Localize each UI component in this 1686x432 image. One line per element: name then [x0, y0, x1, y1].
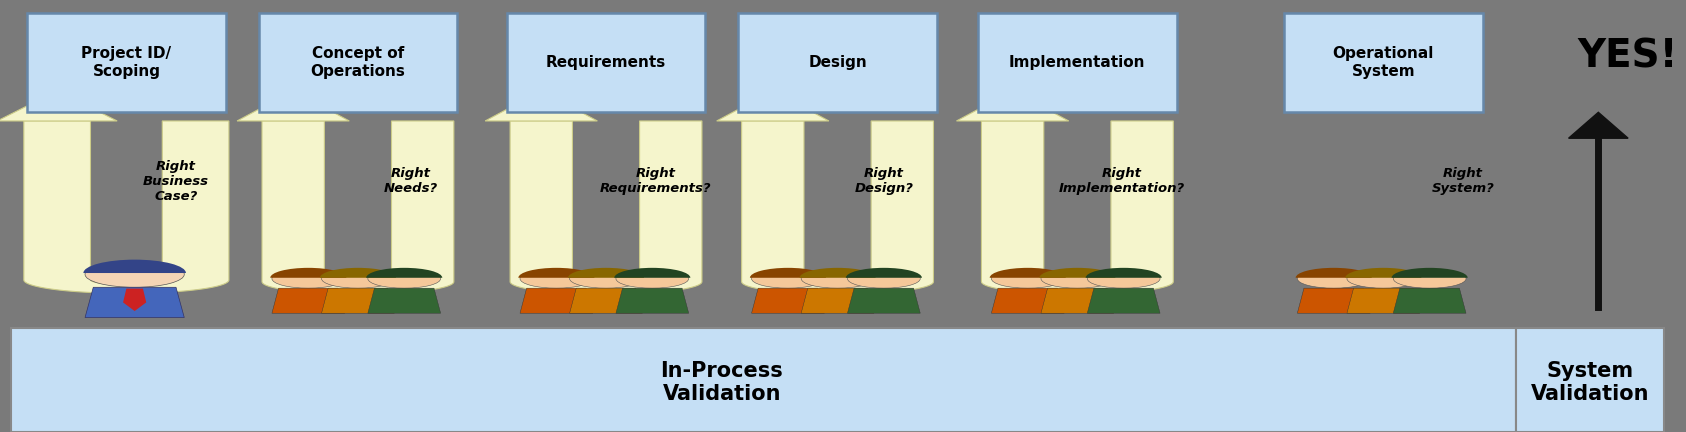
Circle shape: [991, 269, 1064, 288]
Wedge shape: [270, 268, 346, 278]
Circle shape: [1087, 269, 1160, 288]
Text: Project ID/
Scoping: Project ID/ Scoping: [81, 47, 172, 79]
Polygon shape: [752, 288, 824, 313]
Wedge shape: [1345, 268, 1421, 278]
Wedge shape: [1391, 268, 1469, 278]
Wedge shape: [568, 268, 644, 278]
FancyBboxPatch shape: [1516, 328, 1664, 432]
Text: Right
Requirements?: Right Requirements?: [600, 168, 711, 195]
FancyBboxPatch shape: [27, 13, 226, 112]
Polygon shape: [848, 288, 921, 313]
Text: Right
Business
Case?: Right Business Case?: [143, 160, 209, 203]
Polygon shape: [1087, 288, 1160, 313]
Circle shape: [570, 269, 642, 288]
Polygon shape: [486, 91, 597, 121]
Text: YES!: YES!: [1578, 37, 1678, 75]
Wedge shape: [1086, 268, 1162, 278]
FancyBboxPatch shape: [738, 13, 937, 112]
Polygon shape: [0, 91, 116, 121]
Polygon shape: [717, 91, 830, 121]
Wedge shape: [614, 268, 690, 278]
Polygon shape: [1568, 112, 1629, 138]
Wedge shape: [518, 268, 595, 278]
Wedge shape: [83, 260, 185, 273]
Polygon shape: [271, 288, 344, 313]
Polygon shape: [956, 91, 1069, 121]
Wedge shape: [1039, 268, 1116, 278]
Polygon shape: [1297, 288, 1371, 313]
Text: Concept of
Operations: Concept of Operations: [310, 47, 405, 79]
Circle shape: [322, 269, 395, 288]
Wedge shape: [846, 268, 922, 278]
FancyBboxPatch shape: [507, 13, 705, 112]
Text: Operational
System: Operational System: [1332, 47, 1435, 79]
Text: Implementation: Implementation: [1010, 55, 1145, 70]
Polygon shape: [261, 121, 454, 294]
Circle shape: [1393, 269, 1467, 288]
Polygon shape: [322, 288, 395, 313]
Wedge shape: [990, 268, 1066, 278]
Polygon shape: [368, 288, 440, 313]
Text: Right
Needs?: Right Needs?: [384, 168, 438, 195]
Circle shape: [615, 269, 688, 288]
Wedge shape: [799, 268, 875, 278]
Polygon shape: [24, 121, 229, 293]
Polygon shape: [238, 91, 349, 121]
Circle shape: [1347, 269, 1420, 288]
Circle shape: [848, 269, 921, 288]
Circle shape: [1040, 269, 1114, 288]
Polygon shape: [84, 287, 184, 318]
Polygon shape: [981, 121, 1173, 294]
Circle shape: [1297, 269, 1371, 288]
FancyBboxPatch shape: [258, 13, 457, 112]
Text: Requirements: Requirements: [546, 55, 666, 70]
Text: Right
System?: Right System?: [1431, 168, 1494, 195]
FancyBboxPatch shape: [1285, 13, 1482, 112]
Text: Right
Design?: Right Design?: [855, 168, 914, 195]
Wedge shape: [750, 268, 826, 278]
Polygon shape: [1040, 288, 1114, 313]
Polygon shape: [801, 288, 873, 313]
Circle shape: [84, 261, 184, 287]
Circle shape: [368, 269, 440, 288]
Wedge shape: [366, 268, 442, 278]
FancyBboxPatch shape: [978, 13, 1177, 112]
Polygon shape: [570, 288, 642, 313]
Circle shape: [801, 269, 873, 288]
Text: Design: Design: [808, 55, 867, 70]
Circle shape: [271, 269, 344, 288]
Wedge shape: [1295, 268, 1372, 278]
FancyBboxPatch shape: [10, 328, 1516, 432]
Polygon shape: [1393, 288, 1467, 313]
Text: In-Process
Validation: In-Process Validation: [661, 361, 784, 404]
Text: System
Validation: System Validation: [1531, 361, 1649, 404]
Circle shape: [752, 269, 824, 288]
Polygon shape: [991, 288, 1064, 313]
Polygon shape: [123, 289, 147, 311]
Circle shape: [519, 269, 593, 288]
Polygon shape: [1347, 288, 1420, 313]
Polygon shape: [519, 288, 593, 313]
Wedge shape: [320, 268, 396, 278]
Text: Right
Implementation?: Right Implementation?: [1059, 168, 1185, 195]
Polygon shape: [615, 288, 688, 313]
Polygon shape: [511, 121, 701, 294]
Polygon shape: [742, 121, 934, 294]
